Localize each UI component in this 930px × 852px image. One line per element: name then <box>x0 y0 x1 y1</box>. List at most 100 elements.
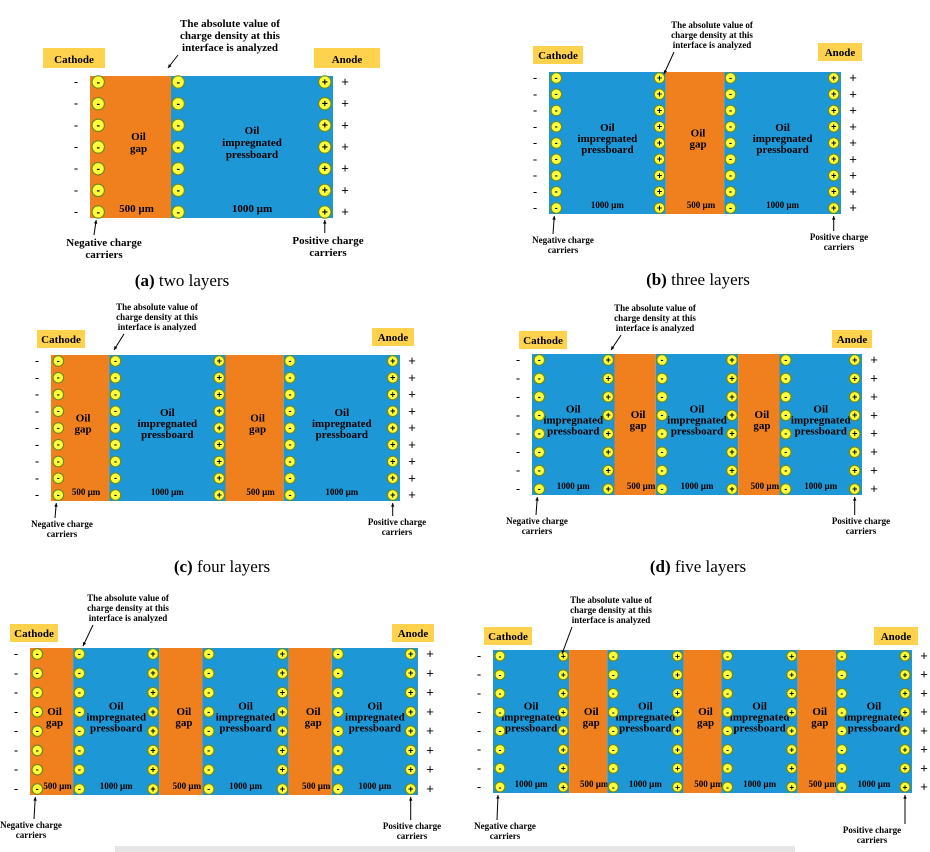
carrier-sign: - <box>288 490 291 500</box>
negative-carrier <box>656 390 668 403</box>
oil-gap-label: gap <box>46 717 63 729</box>
carrier-sign: + <box>729 355 734 365</box>
anode-sign: + <box>870 426 878 441</box>
carrier-sign: + <box>903 782 908 792</box>
carrier-sign: - <box>176 206 180 218</box>
carrier-sign: + <box>217 440 222 450</box>
negative-carrier <box>73 648 86 660</box>
negative-carrier <box>202 763 215 776</box>
negative-carrier <box>724 104 737 117</box>
pressboard-label: impregnated <box>543 414 603 426</box>
carrier-sign: - <box>784 355 787 365</box>
interface-arrow-head <box>663 70 668 74</box>
carrier-sign: + <box>390 440 395 450</box>
carrier-sign: + <box>675 651 680 661</box>
carrier-sign: + <box>675 726 680 736</box>
oil-gap-label: Oil <box>584 706 599 718</box>
pressboard-label: impregnated <box>222 137 282 149</box>
anode-box <box>392 624 434 642</box>
pressboard-layer <box>655 354 739 495</box>
carrier-sign: - <box>729 187 732 197</box>
negative-carriers-label: carriers <box>490 831 521 841</box>
anode-box <box>314 48 380 68</box>
negative-carrier <box>607 706 619 718</box>
pressboard-label: impregnated <box>312 418 372 430</box>
carrier-sign: - <box>57 473 60 483</box>
carrier-sign: + <box>831 138 836 148</box>
anode-sign: + <box>426 762 434 777</box>
pressboard-label: impregnated <box>578 133 638 145</box>
carrier-sign: - <box>726 763 729 773</box>
pressboard-layer <box>607 650 684 793</box>
negative-carrier <box>656 427 668 440</box>
negative-carrier <box>836 650 848 662</box>
pressboard-label: Oil <box>867 700 882 712</box>
carrier-sign: - <box>726 744 729 754</box>
anode-sign: + <box>408 353 416 368</box>
positive-carrier <box>386 371 399 384</box>
positive-carrier <box>653 104 666 117</box>
carrier-sign: + <box>831 105 836 115</box>
carrier-sign: + <box>217 490 222 500</box>
pressboard-layer <box>493 650 570 793</box>
pressboard-label: pressboard <box>505 722 557 734</box>
negative-carrier <box>52 355 65 367</box>
positive-carrier <box>827 185 840 198</box>
pressboard-layer <box>835 650 912 793</box>
negative-carrier <box>202 705 215 718</box>
oil-gap-label: Oil <box>698 706 713 718</box>
cathode-sign: - <box>516 389 520 404</box>
carrier-sign: + <box>408 745 413 755</box>
anode-sign: + <box>920 648 928 663</box>
positive-carrier <box>557 669 569 681</box>
anode-sign: + <box>408 370 416 385</box>
carrier-sign: - <box>207 745 210 755</box>
positive-carrier <box>786 687 798 700</box>
interface-arrow <box>663 51 675 75</box>
interface-arrow <box>82 624 94 647</box>
carrier-sign: - <box>288 389 291 399</box>
positive-carrier <box>653 153 666 166</box>
carrier-sign: - <box>840 688 843 698</box>
carrier-sign: + <box>675 763 680 773</box>
negative-carrier <box>494 743 506 756</box>
positive-carriers-label: carriers <box>846 526 877 536</box>
carrier-sign: - <box>612 688 615 698</box>
interface-note: charge density at this <box>87 603 169 613</box>
carrier-sign: + <box>390 423 395 433</box>
carrier-sign: - <box>337 765 340 775</box>
negative-carrier <box>533 390 546 403</box>
cathode-sign: - <box>35 403 39 418</box>
pressboard-label: Oil <box>566 403 581 415</box>
positive-carrier <box>147 648 159 660</box>
carrier-sign: - <box>661 429 664 439</box>
positive-carrier <box>827 72 840 84</box>
pressboard-label: pressboard <box>219 722 271 734</box>
negative-carrier <box>332 763 344 776</box>
positive-carrier <box>147 744 159 757</box>
anode-label: Anode <box>825 47 856 59</box>
interface-arrow-head <box>561 650 565 654</box>
negative-carrier <box>31 744 44 757</box>
carrier-sign: + <box>657 138 662 148</box>
pressboard-label: impregnated <box>616 711 676 723</box>
pressboard-label: Oil <box>160 407 175 419</box>
carrier-sign: + <box>150 726 155 736</box>
negative-carrier <box>52 388 65 401</box>
interface-note: The absolute value of <box>614 303 697 313</box>
positive-carrier <box>602 354 615 366</box>
negative-carrier <box>607 725 619 737</box>
thickness-label: 500 µm <box>751 481 780 491</box>
pressboard-label: pressboard <box>848 722 900 734</box>
carrier-sign: - <box>207 668 210 678</box>
thickness-label: 1000 µm <box>766 200 799 210</box>
carrier-sign: - <box>499 669 502 679</box>
anode-sign: + <box>849 86 857 101</box>
oil-gap-layer <box>159 648 203 795</box>
negative-carrier <box>91 118 105 133</box>
negative-carrier <box>607 743 619 756</box>
positive-carrier <box>386 388 399 401</box>
carrier-sign: + <box>729 465 734 475</box>
carrier-sign: + <box>852 429 857 439</box>
